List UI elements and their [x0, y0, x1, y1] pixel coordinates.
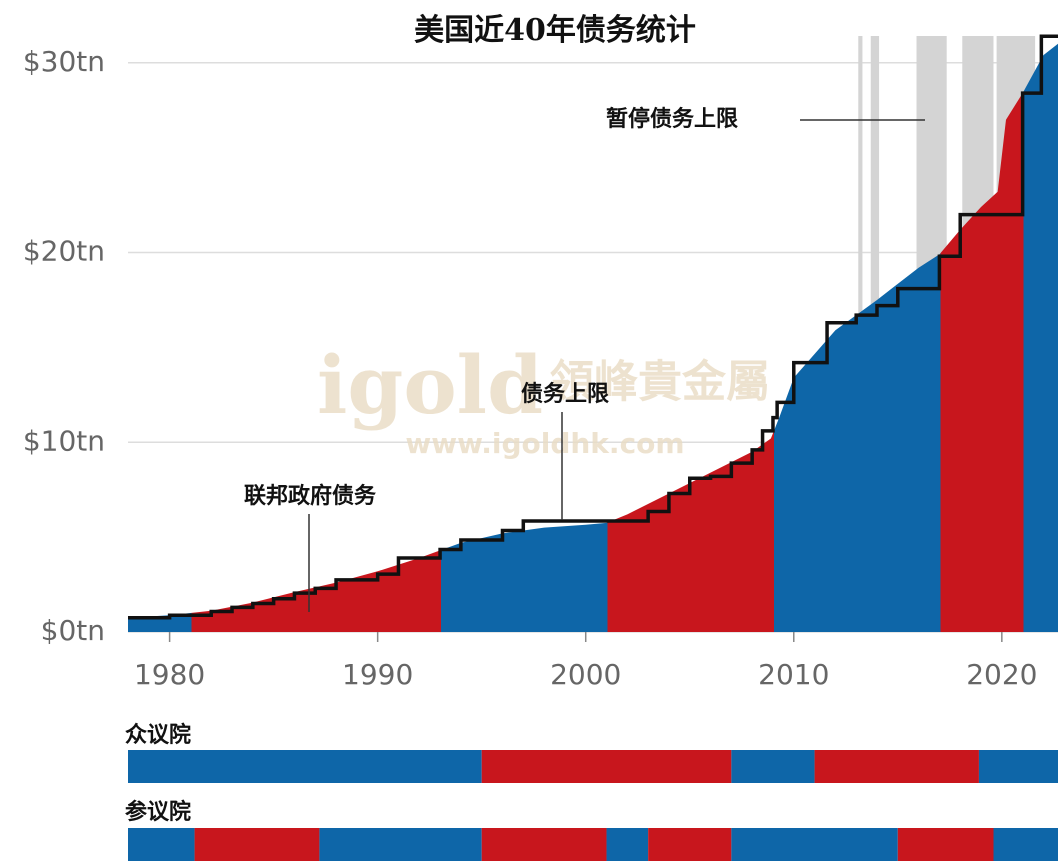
- house-segment: [128, 750, 482, 783]
- x-tick-label: 1980: [134, 658, 205, 691]
- x-tick-label: 2010: [758, 658, 829, 691]
- watermark: 領峰貴金屬: [550, 357, 770, 408]
- y-tick-label: $10tn: [23, 424, 105, 457]
- house-segment: [814, 750, 979, 783]
- house-label: 众议院: [125, 722, 191, 748]
- senate-segment: [481, 828, 607, 861]
- watermark: igold: [317, 338, 543, 432]
- y-tick-label: $0tn: [41, 614, 105, 647]
- y-tick-label: $20tn: [23, 235, 105, 268]
- debt-area: [128, 43, 1058, 633]
- annotation: 债务上限: [521, 381, 609, 407]
- annotation: 暂停债务上限: [606, 106, 738, 132]
- senate-segment: [897, 828, 994, 861]
- annotation: 联邦政府债务: [244, 483, 377, 509]
- x-tick-label: 2020: [966, 658, 1037, 691]
- senate-segment: [648, 828, 732, 861]
- y-tick-label: $30tn: [23, 45, 105, 78]
- senate-segment: [993, 828, 1058, 861]
- senate-segment: [128, 828, 195, 861]
- chart-title: 美国近40年债务统计: [414, 13, 696, 48]
- watermark: www.igoldhk.com: [405, 427, 684, 460]
- house-segment: [978, 750, 1058, 783]
- house-segment: [731, 750, 815, 783]
- senate-segment: [606, 828, 649, 861]
- x-tick-label: 2000: [550, 658, 621, 691]
- senate-segment: [319, 828, 482, 861]
- senate-segment: [731, 828, 898, 861]
- senate-label: 参议院: [125, 799, 191, 825]
- x-tick-label: 1990: [342, 658, 413, 691]
- debt-ceiling-line: [128, 34, 1058, 620]
- house-segment: [481, 750, 732, 783]
- senate-segment: [194, 828, 320, 861]
